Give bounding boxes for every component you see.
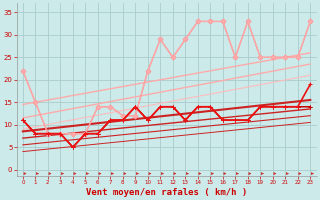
X-axis label: Vent moyen/en rafales ( km/h ): Vent moyen/en rafales ( km/h )	[86, 188, 247, 197]
